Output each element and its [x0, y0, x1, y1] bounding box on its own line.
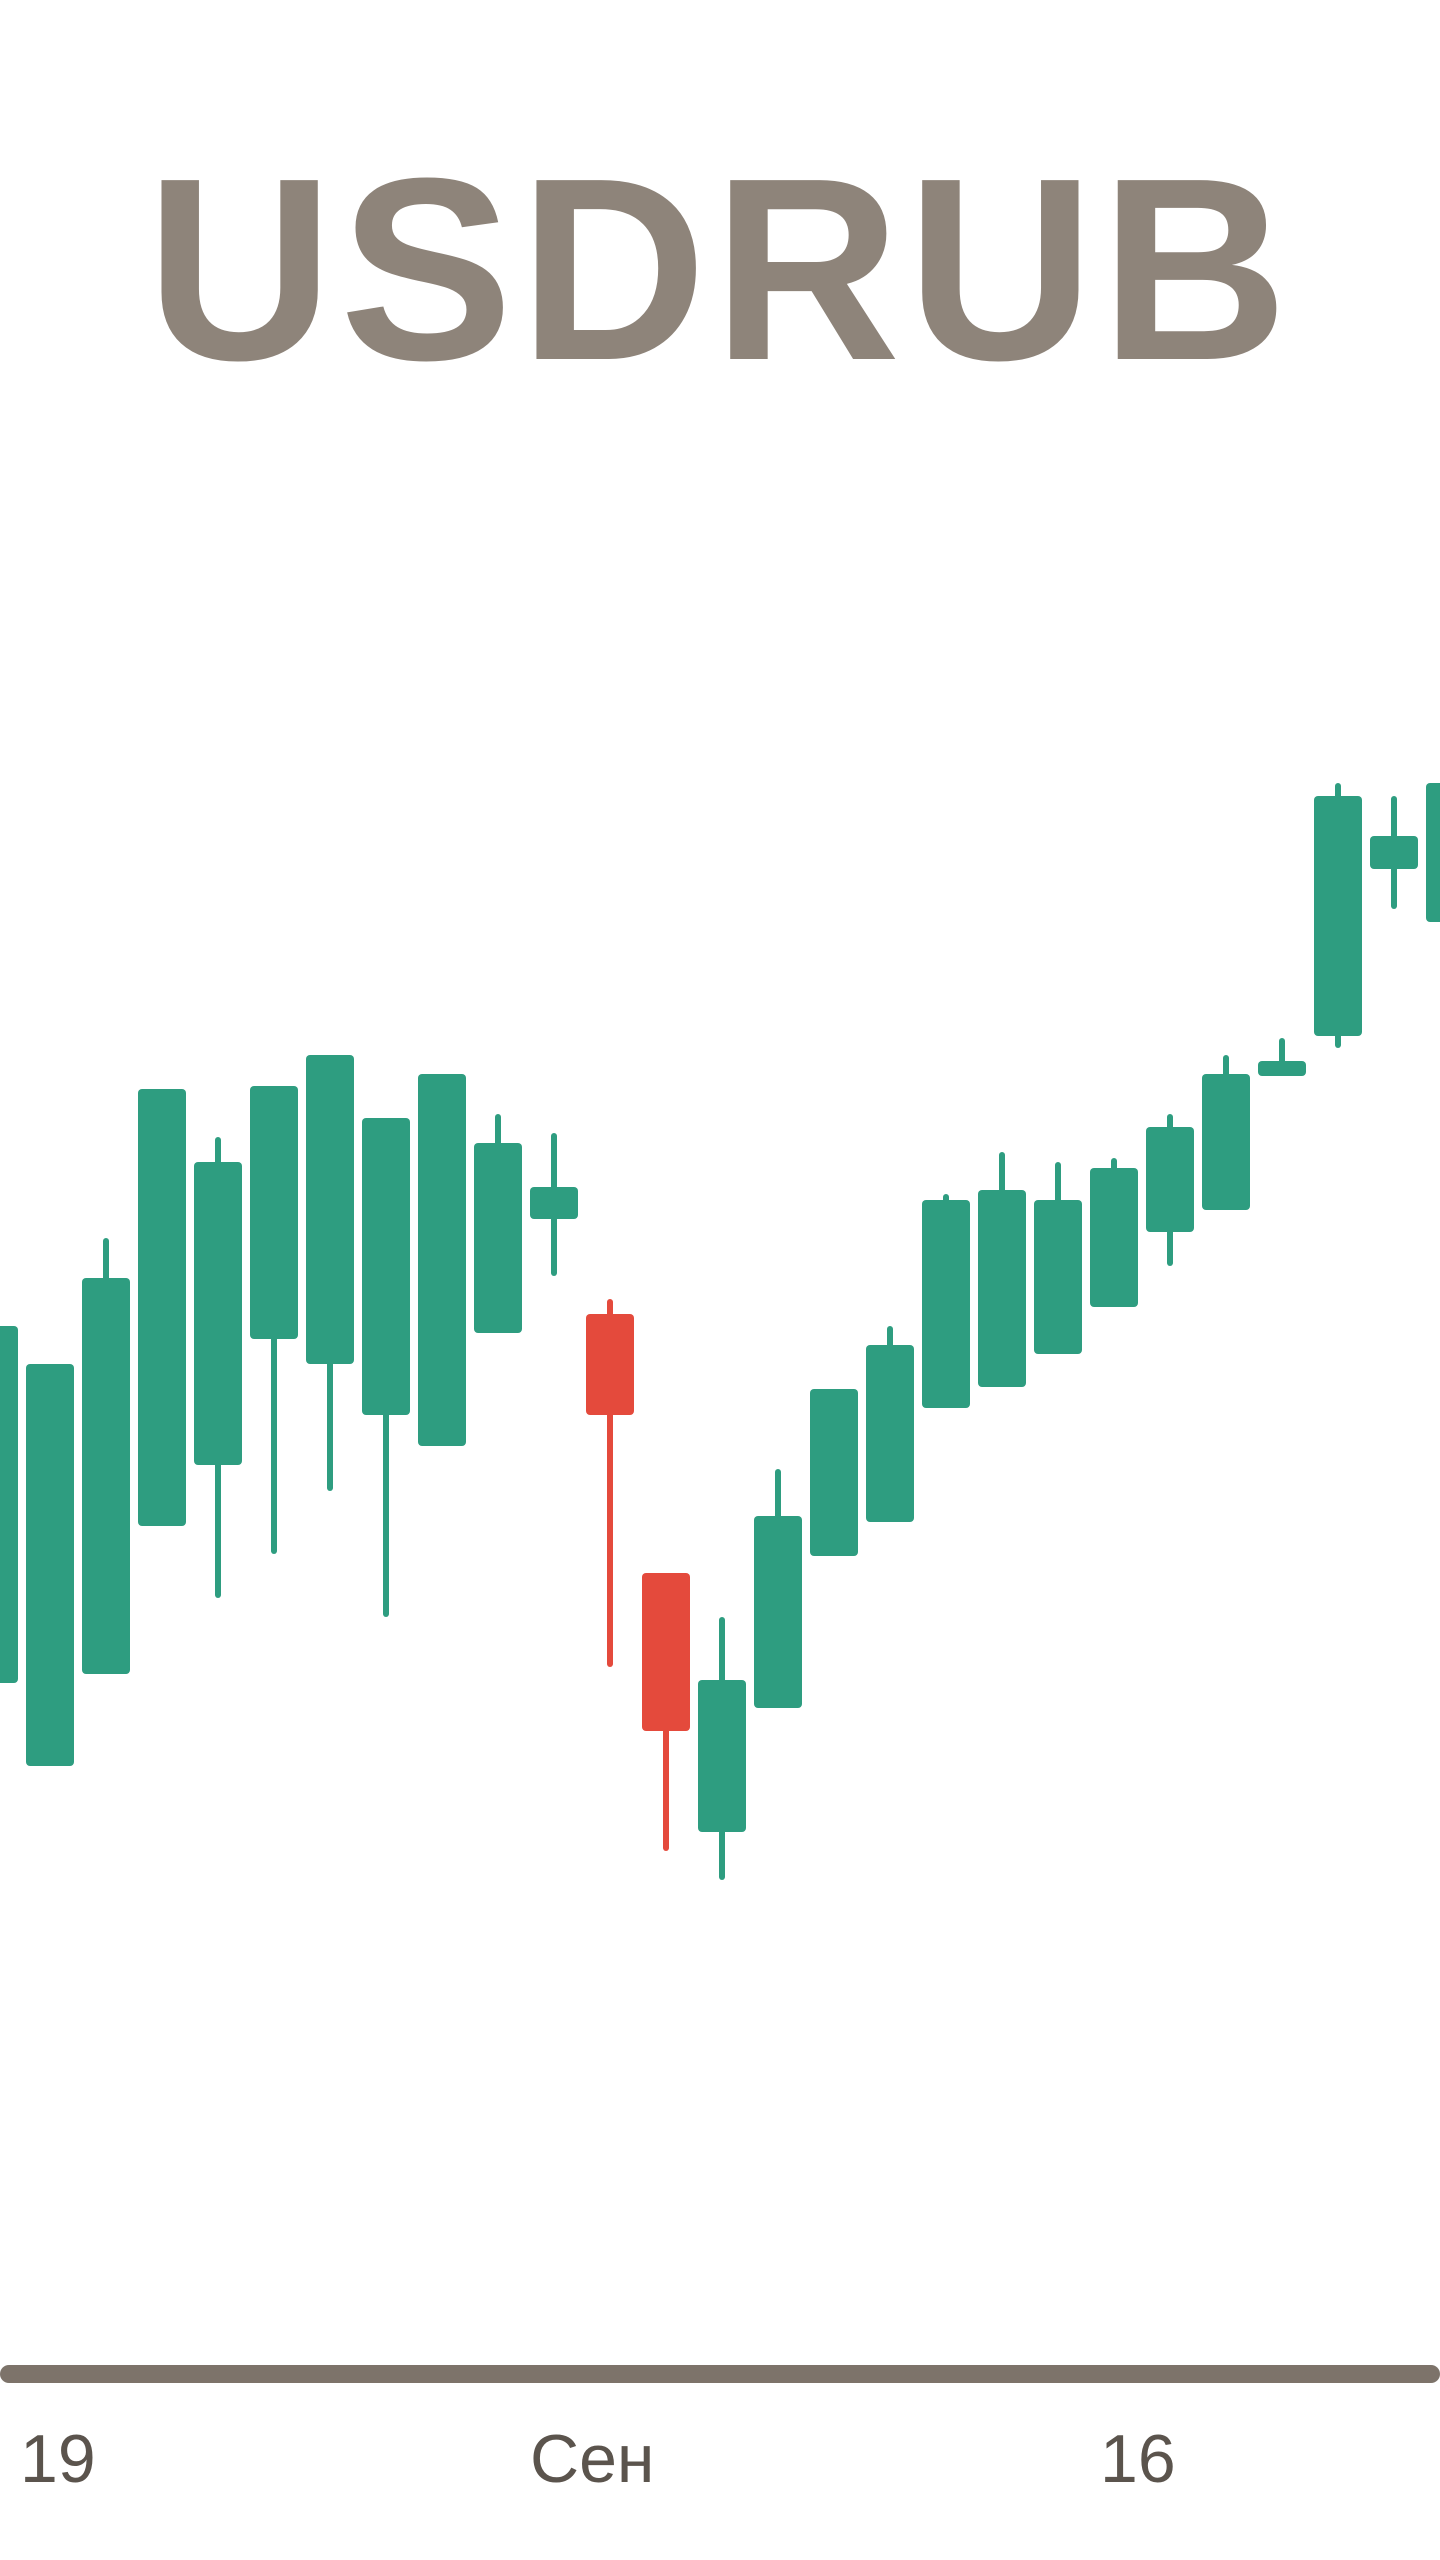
x-axis-label: 19	[20, 2420, 96, 2498]
candle	[0, 720, 18, 1920]
candle	[642, 720, 690, 1920]
candle	[82, 720, 130, 1920]
candle-body	[1258, 1061, 1306, 1076]
candle-body	[866, 1345, 914, 1522]
candle	[866, 720, 914, 1920]
candle-body	[1202, 1074, 1250, 1210]
candle	[1090, 720, 1138, 1920]
candle	[754, 720, 802, 1920]
candle-body	[362, 1118, 410, 1415]
candle-body	[82, 1278, 130, 1673]
candle	[474, 720, 522, 1920]
chart-title: USDRUB	[0, 140, 1440, 400]
candle	[1314, 720, 1362, 1920]
candle	[1146, 720, 1194, 1920]
candle-body	[138, 1089, 186, 1526]
candle-body	[1426, 783, 1440, 922]
candle	[138, 720, 186, 1920]
candle-body	[754, 1516, 802, 1708]
candle	[922, 720, 970, 1920]
candle	[418, 720, 466, 1920]
candle	[698, 720, 746, 1920]
candle-body	[978, 1190, 1026, 1387]
candle	[306, 720, 354, 1920]
candlestick-chart	[0, 720, 1440, 1920]
candle-body	[26, 1364, 74, 1766]
candle-body	[530, 1187, 578, 1219]
candle	[1034, 720, 1082, 1920]
candle	[250, 720, 298, 1920]
x-axis-label: 16	[1100, 2420, 1176, 2498]
candle-body	[250, 1086, 298, 1339]
candle	[1426, 720, 1440, 1920]
candle-body	[922, 1200, 970, 1408]
candle	[194, 720, 242, 1920]
candle-body	[306, 1055, 354, 1364]
candle-body	[1370, 836, 1418, 869]
candle	[26, 720, 74, 1920]
candle	[586, 720, 634, 1920]
candle	[810, 720, 858, 1920]
candle	[978, 720, 1026, 1920]
candle-body	[642, 1573, 690, 1731]
candle-body	[1314, 796, 1362, 1036]
candle-body	[698, 1680, 746, 1832]
x-axis-label: Сен	[530, 2420, 654, 2498]
candle-body	[418, 1074, 466, 1447]
candle-body	[586, 1314, 634, 1415]
candle	[530, 720, 578, 1920]
candle-body	[1034, 1200, 1082, 1354]
candle-body	[194, 1162, 242, 1465]
candle-body	[474, 1143, 522, 1332]
x-axis-labels: 19 Сен 16	[0, 2420, 1440, 2500]
candle	[1258, 720, 1306, 1920]
x-axis-line	[0, 2365, 1440, 2383]
candle-body	[0, 1326, 18, 1682]
candle-body	[1090, 1168, 1138, 1307]
candle-body	[810, 1389, 858, 1556]
candle	[1202, 720, 1250, 1920]
candle	[362, 720, 410, 1920]
candle	[1370, 720, 1418, 1920]
candle-body	[1146, 1127, 1194, 1232]
